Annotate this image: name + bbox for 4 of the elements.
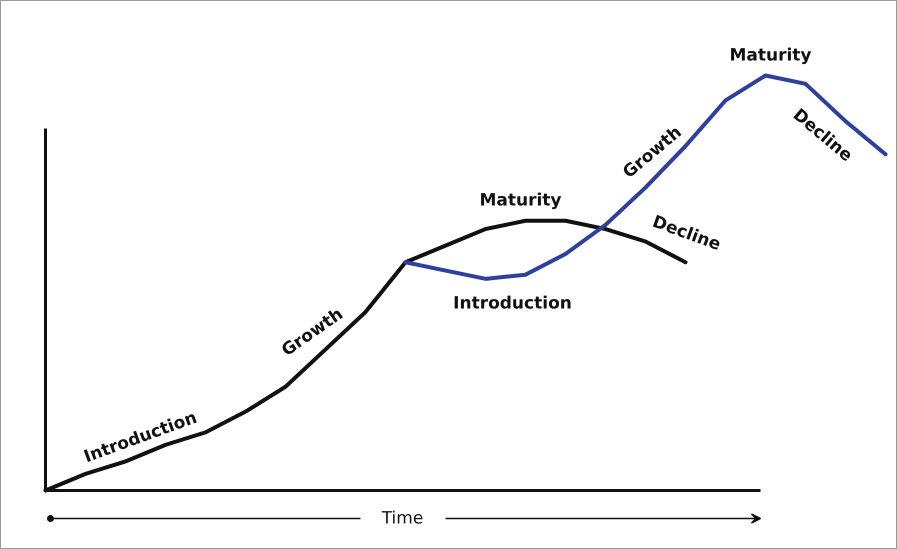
text: Maturity: [729, 46, 812, 66]
x-axis-title: Time: [380, 508, 424, 528]
annotation: Introduction: [453, 294, 572, 314]
annotation: Maturity: [479, 190, 562, 210]
